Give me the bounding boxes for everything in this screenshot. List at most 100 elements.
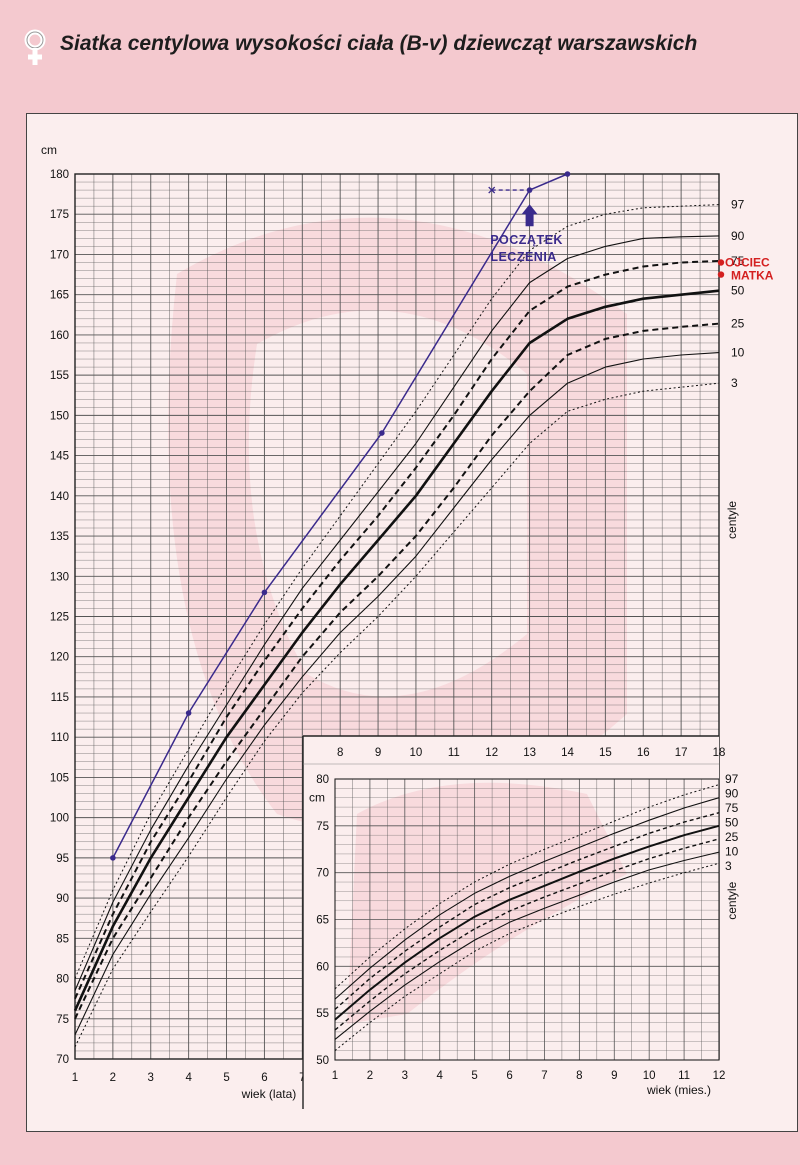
- x-tick-label: 7: [299, 1072, 305, 1084]
- x-tick-label-top: 10: [410, 747, 423, 759]
- main-centile-series: [73, 204, 720, 1048]
- treatment-start-arrow-icon: [521, 204, 538, 227]
- y-tick-label: 100: [50, 813, 69, 825]
- y-tick-label: 170: [50, 249, 69, 261]
- inset-x-tick-label: 7: [541, 1070, 547, 1082]
- centile-line-50: [73, 289, 720, 1012]
- y-tick-label: 125: [50, 612, 69, 624]
- x-tick-label-top: 8: [337, 747, 343, 759]
- inset-centile-line-97: [334, 784, 720, 990]
- patient-point: [379, 430, 385, 436]
- x-tick-label-top: 14: [561, 747, 574, 759]
- y-tick-label: 110: [51, 732, 69, 744]
- x-tick-label: 3: [148, 1072, 154, 1084]
- inset-x-tick-label: 9: [611, 1070, 617, 1082]
- growth-chart-svg: 7075808590951001051101151201251301351401…: [41, 143, 774, 1114]
- inset-x-tick-label: 4: [437, 1070, 444, 1082]
- inset-y-tick-label: 80: [316, 774, 329, 786]
- main-axis-labels: 7075808590951001051101151201251301351401…: [41, 143, 745, 1101]
- y-tick-label: 155: [50, 370, 69, 382]
- inset-centile-label: 75: [725, 801, 739, 815]
- inset-centile-label: 25: [725, 830, 739, 844]
- patient-point: [261, 589, 268, 596]
- y-tick-label: 150: [50, 410, 69, 422]
- centile-line-90: [74, 235, 720, 991]
- y-tick-label: 175: [50, 209, 69, 221]
- parent-height-label: MATKA: [731, 269, 774, 283]
- centile-label: 3: [731, 376, 738, 390]
- inset-x-tick-label: 2: [367, 1070, 373, 1082]
- inset-x-tick-label: 6: [506, 1070, 512, 1082]
- centile-line-3: [74, 382, 720, 1048]
- y-tick-label: 180: [50, 169, 69, 181]
- y-tick-label: 135: [50, 531, 69, 543]
- inset-x-tick-label: 12: [713, 1070, 726, 1082]
- patient-point: [110, 855, 116, 861]
- y-tick-label: 145: [50, 451, 69, 463]
- x-tick-label: 1: [72, 1072, 78, 1084]
- x-tick-label-top: 16: [637, 747, 650, 759]
- inset-centile-label: 10: [725, 845, 739, 859]
- centile-label: 25: [731, 317, 745, 331]
- parent-height-marker: [717, 259, 725, 266]
- inset-centile-label: 97: [725, 772, 739, 786]
- y-tick-label: 105: [50, 772, 69, 784]
- centile-line-75: [74, 259, 720, 1000]
- inset-centile-line-75: [334, 812, 720, 1010]
- patient-point: [185, 710, 192, 716]
- x-tick-label-top: 13: [523, 747, 536, 759]
- x-tick-label: 4: [185, 1072, 192, 1084]
- chart-title: Siatka centylowa wysokości ciała (B-v) d…: [60, 32, 698, 55]
- y-tick-label: 90: [56, 893, 69, 905]
- inset-x-axis-label: wiek (mies.): [646, 1083, 711, 1097]
- parent-height-label: OJCIEC: [725, 256, 770, 270]
- y-tick-label: 165: [50, 290, 69, 302]
- inset-y-tick-label: 65: [316, 915, 329, 927]
- chart-frame: 70 75 80 85 90 95 100 105 110 115 120 125 130 135 140 1…: [26, 113, 798, 1132]
- y-tick-label: 95: [56, 853, 69, 865]
- inset-plot-border: [334, 778, 720, 1061]
- title-bar: Siatka centylowa wysokości ciała (B-v) d…: [18, 28, 788, 68]
- x-tick-label-top: 11: [448, 747, 460, 759]
- centile-label: 75: [731, 254, 745, 268]
- y-tick-label: 80: [56, 974, 69, 986]
- centile-line-97: [74, 204, 720, 979]
- x-tick-label-top: 18: [713, 747, 726, 759]
- inset-centile-axis-label: centyle: [725, 881, 739, 919]
- inset-y-axis-unit: cm: [309, 791, 325, 805]
- inset-x-tick-label: 8: [576, 1070, 582, 1082]
- series-patient: [112, 173, 568, 859]
- inset-centile-line-90: [334, 797, 720, 1000]
- y-axis-unit: cm: [41, 143, 57, 157]
- x-tick-label-top: 12: [485, 747, 498, 759]
- y-tick-label: 115: [51, 692, 69, 704]
- parent-height-marker: [717, 271, 725, 278]
- inset-background-shape: [347, 782, 627, 1024]
- inset-x-tick-label: 10: [643, 1070, 656, 1082]
- y-tick-label: 130: [50, 571, 69, 583]
- centile-label: 97: [731, 198, 745, 212]
- centile-line-10: [74, 352, 720, 1036]
- inset-centile-label: 90: [725, 787, 739, 801]
- x-tick-label-top: 17: [675, 747, 688, 759]
- female-symbol-icon: [24, 29, 46, 65]
- inset-centile-line-10: [334, 851, 720, 1040]
- patient-growth-line: [110, 171, 571, 861]
- inset-x-tick-label: 3: [402, 1070, 408, 1082]
- annotation-line-2: LECZENIA: [490, 250, 557, 264]
- y-tick-label: 120: [50, 652, 69, 664]
- y-tick-label: 140: [50, 491, 69, 503]
- y-tick-label: 75: [56, 1014, 69, 1026]
- inset-x-tick-label: 1: [332, 1070, 338, 1082]
- centile-label: 90: [731, 229, 745, 243]
- inset-y-tick-label: 55: [316, 1008, 329, 1020]
- background-shape: [248, 310, 527, 697]
- background-decoration: [168, 217, 627, 831]
- inset-centile-line-3: [334, 862, 720, 1051]
- x-tick-label-top: 9: [375, 747, 381, 759]
- inset-y-tick-label: 75: [316, 821, 329, 833]
- y-tick-label: 70: [56, 1054, 69, 1066]
- inset-centile-line-50: [334, 824, 720, 1021]
